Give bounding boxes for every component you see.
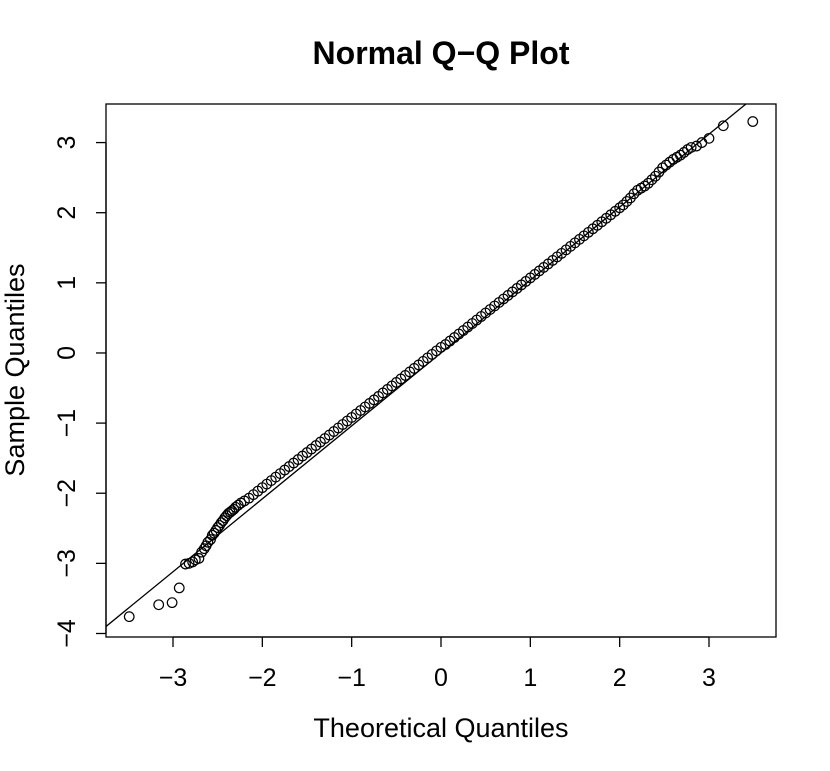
data-point xyxy=(208,527,220,539)
data-point xyxy=(747,116,759,127)
y-tick-label: −1 xyxy=(53,409,81,438)
data-point xyxy=(646,174,658,186)
y-axis-label: Sample Quantiles xyxy=(0,263,30,476)
data-point xyxy=(173,582,185,594)
y-tick-label: −2 xyxy=(53,479,81,508)
y-tick-label: −4 xyxy=(53,619,81,648)
data-point xyxy=(193,553,205,564)
data-point xyxy=(664,156,676,168)
x-tick-label: 0 xyxy=(434,664,448,692)
data-point xyxy=(717,120,729,132)
data-point xyxy=(166,597,178,609)
y-tick-label: −3 xyxy=(53,549,81,578)
y-tick-label: 0 xyxy=(53,346,81,360)
data-point xyxy=(614,202,626,214)
y-tick-label: 1 xyxy=(53,276,81,290)
x-tick-label: 1 xyxy=(523,664,537,692)
plot-frame xyxy=(105,103,777,638)
data-point xyxy=(660,159,672,171)
chart-title: Normal Q−Q Plot xyxy=(313,35,570,71)
data-point xyxy=(180,558,191,570)
x-tick-label: −2 xyxy=(248,664,277,692)
data-point xyxy=(226,505,238,517)
data-point xyxy=(642,177,654,189)
y-tick-label: 3 xyxy=(53,136,81,150)
data-point xyxy=(198,543,210,555)
data-point xyxy=(678,146,690,158)
reference-line xyxy=(106,104,747,628)
data-point xyxy=(621,196,633,207)
y-tick-label: 2 xyxy=(53,206,81,220)
x-axis: −3 −2 −1 0 1 2 3 xyxy=(159,636,716,692)
data-point xyxy=(675,149,686,161)
data-point xyxy=(657,162,668,174)
data-point xyxy=(685,142,697,153)
x-axis-label: Theoretical Quantiles xyxy=(313,713,568,743)
data-point xyxy=(635,182,647,194)
x-tick-label: 3 xyxy=(702,664,716,692)
data-point xyxy=(628,188,640,200)
data-points xyxy=(123,116,759,623)
data-point xyxy=(123,611,135,623)
y-axis: −4 −3 −2 −1 0 1 2 3 xyxy=(53,136,107,648)
data-point xyxy=(617,199,629,211)
data-point xyxy=(691,140,702,152)
data-point xyxy=(639,180,651,192)
x-tick-label: 2 xyxy=(613,664,627,692)
x-tick-label: −1 xyxy=(337,664,366,692)
data-point xyxy=(153,599,165,611)
data-point xyxy=(703,132,715,144)
x-tick-label: −3 xyxy=(159,664,188,692)
data-point xyxy=(187,556,199,568)
